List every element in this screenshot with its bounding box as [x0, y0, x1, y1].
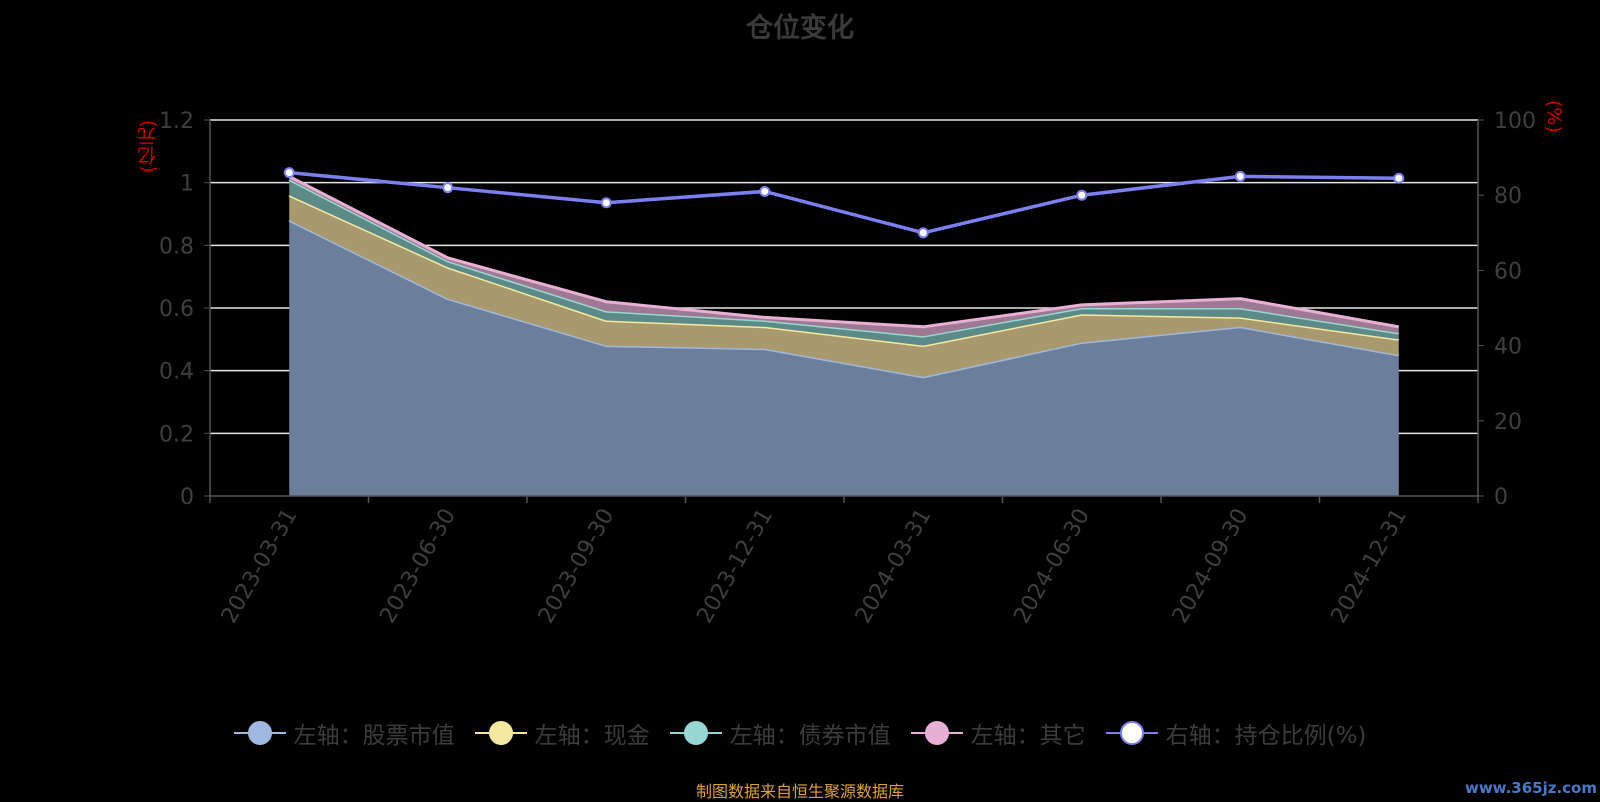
- right-axis-tick-label: 0: [1494, 485, 1508, 510]
- watermark: www.365jz.com: [1464, 779, 1597, 797]
- area-stock: [289, 220, 1399, 496]
- left-axis-tick-label: 1: [180, 172, 194, 197]
- right-axis-unit: (%): [1543, 100, 1565, 133]
- legend-label-cash: 左轴：现金: [534, 723, 650, 749]
- area-edge-cash: [288, 193, 1399, 348]
- legend-item-bond[interactable]: 左轴：债券市值: [669, 716, 891, 750]
- ratio-line: [289, 170, 1399, 235]
- ratio-point: [759, 185, 771, 197]
- x-axis-tick-label: 2023-03-31: [217, 505, 303, 628]
- left-axis-tick-label: 0.4: [159, 360, 194, 385]
- chart-legend: 左轴：股票市值 左轴：现金 左轴：债券市值 左轴：其它 右轴：持仓比例(%): [0, 716, 1600, 750]
- area-series: [288, 175, 1400, 496]
- ratio-point: [1393, 172, 1405, 184]
- left-axis-tick-label: 0.6: [159, 297, 194, 322]
- right-axis-tick-label: 80: [1494, 184, 1522, 209]
- area-cash: [289, 195, 1399, 377]
- left-axis-tick-label: 0.2: [159, 422, 194, 447]
- legend-marker-cash-icon: [474, 720, 527, 746]
- right-axis-tick-label: 40: [1494, 335, 1522, 360]
- ratio-point: [442, 182, 454, 194]
- x-axis-tick-label: 2024-06-30: [1009, 505, 1095, 628]
- x-axis-tick-label: 2023-09-30: [534, 505, 620, 628]
- ratio-point: [1234, 170, 1246, 182]
- legend-marker-stock-icon: [233, 720, 286, 746]
- area-edge-other: [288, 175, 1400, 329]
- legend-marker-other-icon: [910, 720, 963, 746]
- ratio-point: [917, 227, 929, 239]
- ratio-line-series: [283, 167, 1405, 239]
- legend-label-other: 左轴：其它: [970, 723, 1086, 749]
- left-axis-unit: (亿元): [137, 120, 159, 173]
- x-axis-tick-label: 2024-03-31: [851, 505, 937, 628]
- legend-item-ratio[interactable]: 右轴：持仓比例(%): [1105, 716, 1367, 750]
- legend-marker-bond-icon: [669, 720, 722, 746]
- left-axis-tick-label: 0.8: [159, 234, 194, 259]
- legend-label-bond: 左轴：债券市值: [729, 723, 891, 749]
- x-axis-tick-label: 2023-12-31: [692, 505, 778, 628]
- right-axis-tick-label: 20: [1494, 410, 1522, 435]
- area-other: [289, 176, 1399, 337]
- ratio-point: [600, 197, 612, 209]
- ratio-point: [1076, 189, 1088, 201]
- legend-item-cash[interactable]: 左轴：现金: [474, 716, 650, 750]
- data-source-note: 制图数据来自恒生聚源数据库: [695, 782, 904, 801]
- legend-marker-ratio-icon: [1105, 720, 1158, 746]
- x-axis-tick-label: 2024-12-31: [1326, 505, 1412, 628]
- legend-item-stock[interactable]: 左轴：股票市值: [233, 716, 455, 750]
- right-axis-tick-label: 100: [1494, 109, 1536, 134]
- legend-label-stock: 左轴：股票市值: [293, 723, 455, 749]
- ratio-point: [283, 167, 295, 179]
- left-axis-tick-label: 0: [180, 485, 194, 510]
- left-axis-tick-label: 1.2: [159, 109, 194, 134]
- chart-title: 仓位变化: [746, 13, 854, 44]
- right-axis-tick-label: 60: [1494, 259, 1522, 284]
- x-axis-tick-label: 2023-06-30: [375, 505, 461, 628]
- legend-label-ratio: 右轴：持仓比例(%): [1165, 723, 1367, 749]
- area-bond: [289, 179, 1399, 346]
- legend-item-other[interactable]: 左轴：其它: [910, 716, 1086, 750]
- x-axis-tick-label: 2024-09-30: [1168, 505, 1254, 628]
